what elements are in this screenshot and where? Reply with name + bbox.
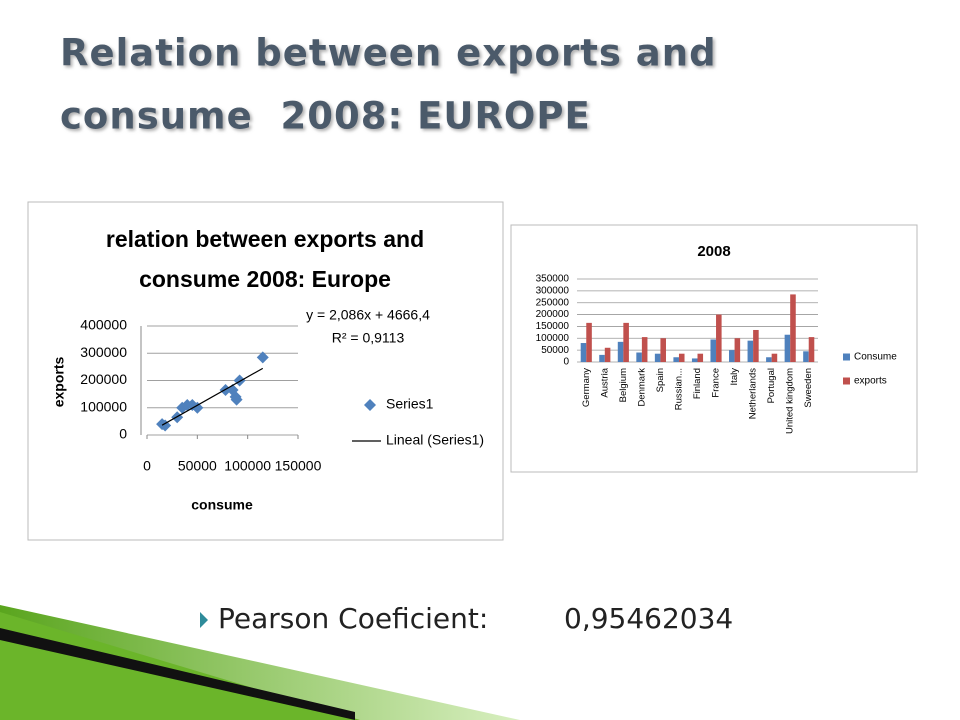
bar <box>716 314 722 362</box>
x-tick-label: 150000 <box>275 458 322 474</box>
chart-frame <box>27 201 504 541</box>
x-tick-label: Germany <box>581 368 592 407</box>
chart-title: 2008 <box>697 243 730 260</box>
x-tick-label: 0 <box>143 458 151 474</box>
x-tick-label: 50000 <box>178 458 217 474</box>
legend-label: Consume <box>854 352 897 363</box>
x-tick-label: France <box>711 368 722 398</box>
bar <box>604 347 611 362</box>
bullet-label: Pearson Coeficient: <box>218 602 488 635</box>
y-tick-label: 50000 <box>541 345 569 356</box>
legend-marker <box>843 353 850 361</box>
x-tick-label: 100000 <box>224 458 271 474</box>
x-tick-label: Russian... <box>673 368 684 410</box>
trend-line <box>161 367 264 426</box>
y-tick-label: 200000 <box>536 309 570 320</box>
legend-marker <box>364 399 376 411</box>
y-tick-label: 350000 <box>536 274 570 285</box>
bar <box>771 353 778 362</box>
scatter-point <box>191 401 204 414</box>
bar <box>790 294 796 362</box>
bar <box>808 337 815 362</box>
x-tick-label: Netherlands <box>748 368 759 419</box>
legend-label: Series1 <box>386 396 434 412</box>
bar <box>784 334 791 362</box>
legend-label: exports <box>854 376 887 387</box>
x-axis-label: consume <box>191 497 253 513</box>
chart-title: relation between exports and <box>106 226 424 252</box>
slide-title: Relation between exports and <box>60 32 717 75</box>
y-tick-label: 0 <box>563 357 569 368</box>
decoration <box>0 628 355 720</box>
legend-marker <box>843 377 850 385</box>
bar <box>747 340 754 362</box>
annotation: y = 2,086x + 4666,4 <box>306 307 430 323</box>
bar <box>697 353 704 362</box>
slide-title: consume 2008: EUROPE <box>60 95 591 138</box>
bar <box>673 357 679 362</box>
x-tick-label: Denmark <box>636 368 647 407</box>
bar <box>691 358 698 362</box>
bar <box>734 338 741 362</box>
y-tick-label: 100000 <box>80 398 127 414</box>
scatter-point <box>256 351 269 364</box>
bar <box>803 351 809 362</box>
y-tick-label: 0 <box>119 426 127 442</box>
y-tick-label: 400000 <box>80 317 127 333</box>
annotation: R² = 0,9113 <box>332 330 405 346</box>
x-tick-label: Spain <box>655 368 666 392</box>
bar <box>766 357 772 362</box>
bar <box>617 341 624 362</box>
bar <box>641 337 648 362</box>
bar <box>678 353 685 362</box>
bar <box>710 339 717 362</box>
y-tick-label: 300000 <box>536 285 570 296</box>
bullet-value: 0,95462034 <box>564 602 733 635</box>
x-tick-label: Finland <box>692 368 703 399</box>
y-tick-label: 100000 <box>536 333 570 344</box>
bar <box>580 343 587 362</box>
x-tick-label: Italy <box>729 368 740 386</box>
bar <box>660 338 666 362</box>
bar <box>636 352 642 362</box>
y-tick-label: 250000 <box>536 297 570 308</box>
x-tick-label: Austria <box>599 367 610 397</box>
y-tick-label: 150000 <box>536 321 570 332</box>
chart-title: consume 2008: Europe <box>139 266 391 292</box>
x-tick-label: Portugal <box>766 368 777 403</box>
bar <box>654 353 661 362</box>
bar <box>729 350 735 362</box>
x-tick-label: Belgium <box>618 368 629 402</box>
y-axis-label: exports <box>51 357 67 408</box>
y-tick-label: 200000 <box>80 371 127 387</box>
legend-label: Lineal (Series1) <box>386 432 484 448</box>
bar <box>623 322 629 362</box>
scatter-point <box>230 393 243 406</box>
y-tick-label: 300000 <box>80 344 127 360</box>
bar <box>586 322 592 362</box>
x-tick-label: Sweeden <box>803 368 814 408</box>
x-tick-label: United kingdom <box>785 368 796 434</box>
bar <box>599 354 605 362</box>
bullet-marker <box>200 612 208 628</box>
bar <box>753 329 759 362</box>
